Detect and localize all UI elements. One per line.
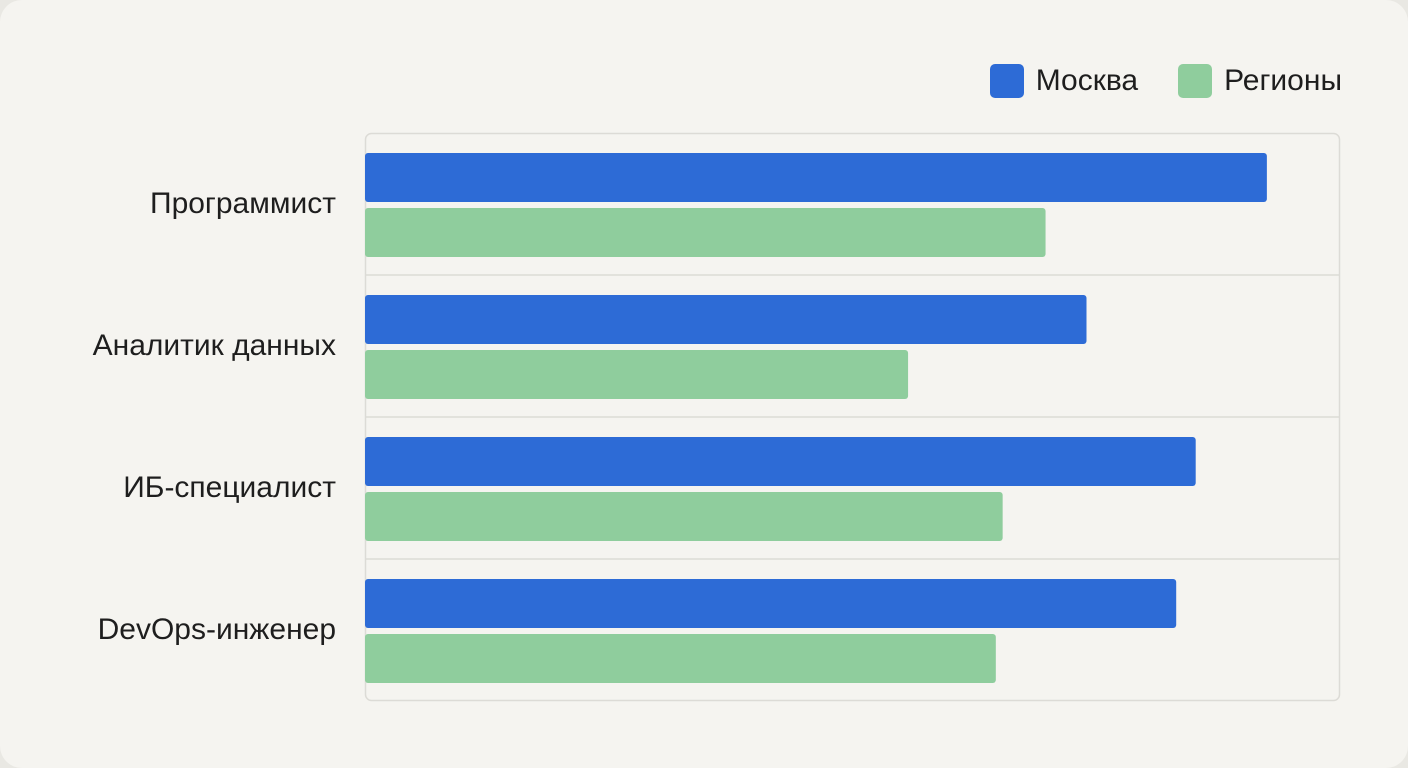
legend-label-regions: Регионы	[1224, 64, 1342, 97]
bar-moscow	[365, 437, 1196, 486]
legend-item-regions: Регионы	[1178, 64, 1342, 98]
legend: Москва Регионы	[989, 64, 1342, 98]
category-label: Программист	[150, 187, 336, 220]
category-label: DevOps-инженер	[98, 613, 336, 646]
bar-moscow	[365, 579, 1177, 628]
bar-regions	[365, 208, 1046, 257]
bar-regions	[365, 492, 1003, 541]
bar-moscow	[365, 295, 1087, 344]
category-label: ИБ-специалист	[123, 471, 336, 504]
bar-regions	[365, 350, 909, 399]
bar-regions	[365, 634, 996, 683]
legend-item-moscow: Москва	[989, 64, 1139, 98]
bar-moscow	[365, 153, 1267, 202]
legend-swatch-moscow	[989, 64, 1024, 98]
category-label: Аналитик данных	[93, 329, 336, 362]
legend-swatch-regions	[1178, 64, 1213, 98]
legend-label-moscow: Москва	[1035, 64, 1139, 97]
